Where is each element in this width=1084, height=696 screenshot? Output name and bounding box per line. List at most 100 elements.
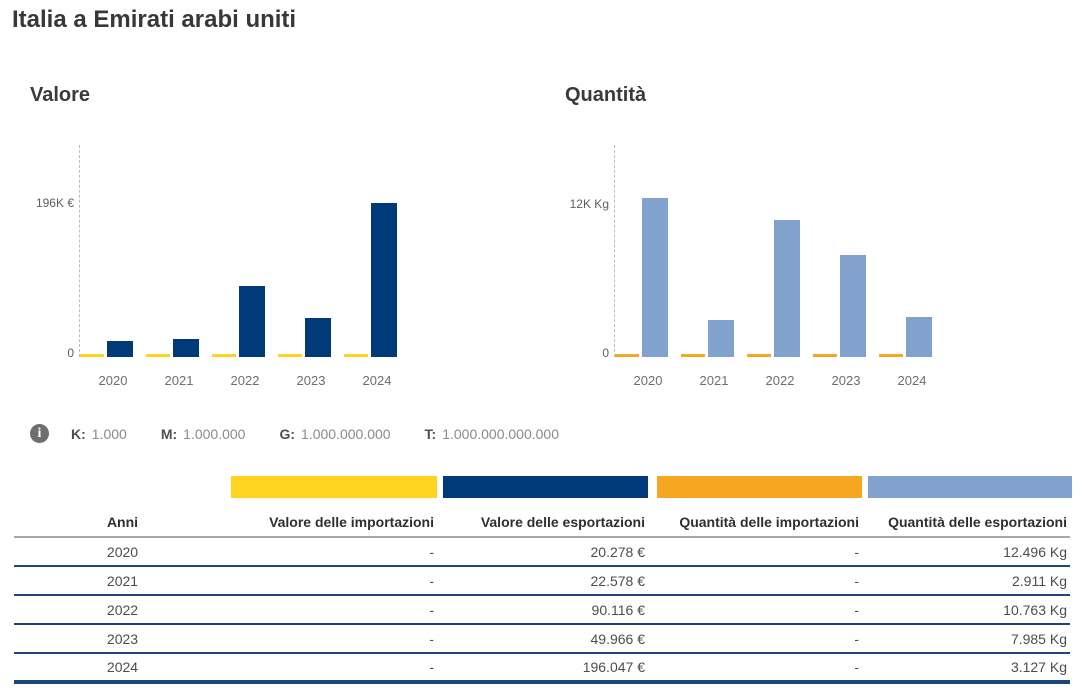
legend-swatch-quantita-esportazioni (868, 476, 1072, 498)
table-header-row: Anni Valore delle importazioni Valore dell… (14, 508, 1070, 537)
info-icon[interactable]: i (30, 424, 49, 443)
year-cell: 2020 (106, 543, 139, 560)
plot-area: 196K € 0 (30, 145, 462, 360)
table-body: 2020 - 20.278 € - 12.496 Kg 2021 - 22.578 € - 2.9… (14, 537, 1070, 682)
table-row-2020: 2020 - 20.278 € - 12.496 Kg (14, 537, 1070, 566)
value-cell: 196.047 € (582, 659, 645, 675)
series-color-legend (14, 476, 1072, 498)
year-cell: 2021 (106, 572, 139, 589)
quantita-bar-group-2021 (681, 320, 747, 357)
y-axis-line (614, 145, 615, 357)
column-header-3: Quantità delle importazioni (679, 514, 859, 530)
value-cell: 90.116 € (591, 601, 645, 618)
valore-esportazioni-bar-2024[interactable] (371, 203, 397, 357)
valore-x-label-2023: 2023 (296, 373, 326, 388)
valore-bar-group-2023 (278, 318, 344, 357)
quantita-x-label-2023: 2023 (831, 373, 861, 388)
value-cell: 7.985 Kg (1010, 630, 1067, 647)
unit-t: T: 1.000.000.000.000 (425, 426, 559, 442)
quantita-esportazioni-bar-2022[interactable] (774, 220, 800, 357)
quantita-importazioni-bar-2020[interactable] (615, 354, 639, 357)
quantita-importazioni-bar-2022[interactable] (747, 354, 771, 357)
valore-x-label-2022: 2022 (230, 373, 260, 388)
quantita-esportazioni-bar-2024[interactable] (906, 317, 932, 357)
value-cell: 3.127 Kg (1010, 659, 1067, 675)
valore-esportazioni-bar-2023[interactable] (305, 318, 331, 357)
valore-esportazioni-bar-2021[interactable] (173, 339, 199, 357)
quantita-x-label-2020: 2020 (633, 373, 663, 388)
valore-bar-group-2020 (80, 341, 146, 357)
quantita-importazioni-bar-2021[interactable] (681, 354, 705, 357)
value-cell: - (429, 601, 434, 618)
table-row-2021: 2021 - 22.578 € - 2.911 Kg (14, 566, 1070, 595)
quantita-bar-group-2020 (615, 198, 681, 357)
value-cell: - (429, 572, 434, 589)
year-cell: 2022 (106, 601, 139, 618)
unit-value: 1.000.000.000 (301, 425, 391, 442)
quantita-bar-group-2022 (747, 220, 813, 357)
valore-esportazioni-bar-2020[interactable] (107, 341, 133, 357)
valore-x-label-2021: 2021 (164, 373, 194, 388)
valore-importazioni-bar-2022[interactable] (212, 354, 236, 357)
value-cell: - (854, 601, 859, 618)
quantita-esportazioni-bar-2021[interactable] (708, 320, 734, 357)
quantita-esportazioni-bar-2020[interactable] (642, 198, 668, 357)
unit-value: 1.000 (91, 425, 127, 442)
column-header-1: Valore delle importazioni (269, 514, 434, 530)
valore-importazioni-bar-2020[interactable] (80, 354, 104, 357)
legend-cell-quantita-esportazioni (862, 476, 1072, 498)
plot-area: 12K Kg 0 (565, 145, 997, 360)
unit-value: 1.000.000 (183, 425, 246, 442)
valore-importazioni-bar-2023[interactable] (278, 354, 302, 357)
year-cell: 2023 (106, 630, 139, 647)
unit-key: M: (160, 425, 178, 442)
value-cell: 2.911 Kg (1011, 572, 1067, 589)
value-cell: - (429, 659, 434, 675)
chart-title: Quantità (565, 84, 647, 106)
column-header-2: Valore delle esportazioni (480, 514, 645, 530)
legend-spacer (14, 476, 231, 498)
column-header-4: Quantità delle esportazioni (888, 514, 1067, 530)
value-cell: - (854, 659, 859, 675)
legend-swatch-quantita-importazioni (657, 476, 862, 498)
legend-swatch-valore-importazioni (231, 476, 437, 498)
unit-g: G: 1.000.000.000 (279, 426, 390, 442)
unit-key: G: (279, 425, 296, 442)
chart-quantita: Quantità 12K Kg 0 2020 2021 2022 2023 2024 (565, 84, 997, 388)
y-axis-label-zero: 0 (602, 346, 609, 360)
valore-bar-group-2021 (146, 339, 212, 357)
legend-cell-valore-importazioni (231, 476, 437, 498)
valore-esportazioni-bar-2022[interactable] (239, 286, 265, 357)
valore-importazioni-bar-2024[interactable] (344, 354, 368, 357)
quantita-esportazioni-bar-2023[interactable] (840, 255, 866, 357)
valore-x-label-2024: 2024 (362, 373, 392, 388)
unit-value: 1.000.000.000.000 (442, 425, 559, 442)
table-row-2024: 2024 - 196.047 € - 3.127 Kg (14, 653, 1070, 682)
y-axis-label-zero: 0 (67, 346, 74, 360)
unit-k: K: 1.000 (71, 426, 127, 442)
bars-container (80, 203, 410, 357)
legend-cell-valore-esportazioni (437, 476, 648, 498)
quantita-bar-group-2024 (879, 317, 945, 357)
y-axis-label-max: 12K Kg (569, 197, 609, 211)
quantita-bar-group-2023 (813, 255, 879, 357)
chart-valore: Valore 196K € 0 2020 2021 2022 2023 2024 (30, 84, 462, 388)
value-cell: - (854, 572, 859, 589)
quantita-importazioni-bar-2024[interactable] (879, 354, 903, 357)
year-cell: 2024 (106, 659, 139, 675)
legend-cell-quantita-importazioni (648, 476, 862, 498)
legend-swatch-valore-esportazioni (443, 476, 648, 498)
value-cell: - (854, 630, 859, 647)
unit-key: T: (424, 425, 437, 442)
value-cell: - (429, 543, 434, 560)
quantita-importazioni-bar-2023[interactable] (813, 354, 837, 357)
value-cell: 22.578 € (590, 572, 646, 589)
quantita-x-label-2022: 2022 (765, 373, 795, 388)
chart-title: Valore (30, 84, 91, 106)
valore-importazioni-bar-2021[interactable] (146, 354, 170, 357)
unit-key: K: (71, 425, 86, 442)
valore-bar-group-2024 (344, 203, 410, 357)
bars-container (615, 198, 945, 357)
quantita-x-label-2021: 2021 (699, 373, 729, 388)
